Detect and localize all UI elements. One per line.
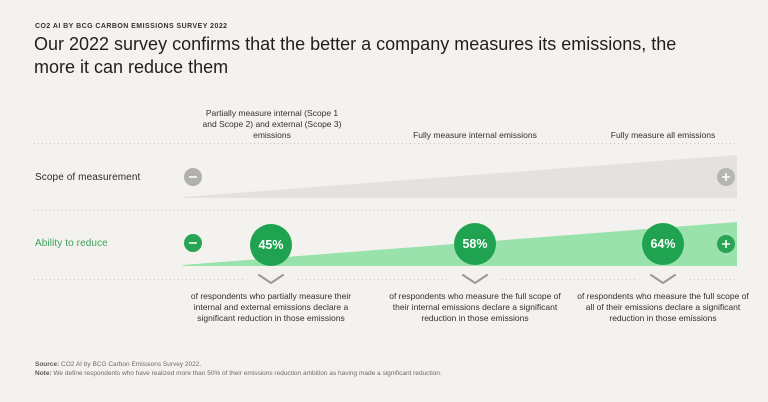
column-header-full-all: Fully measure all emissions <box>610 130 716 140</box>
column-header-full-internal: Fully measure internal emissions <box>413 130 537 140</box>
column-header-partial-measure: Partially measure internal (Scope 1 and … <box>202 108 342 140</box>
source-text: CO2 AI by BCG Carbon Emissions Survey 20… <box>59 361 202 368</box>
footer: Source: CO2 AI by BCG Carbon Emissions S… <box>35 360 442 378</box>
value-circle-58: 58% <box>454 223 496 265</box>
scope-row-label: Scope of measurement <box>35 172 141 183</box>
minus-icon <box>184 168 202 186</box>
ability-row-label: Ability to reduce <box>35 238 108 249</box>
plus-icon <box>717 168 735 186</box>
source-line: Source: CO2 AI by BCG Carbon Emissions S… <box>35 360 442 369</box>
source-label: Source: <box>35 361 60 368</box>
divider-middle <box>34 210 735 211</box>
note-line: Note: We define respondents who have rea… <box>35 369 442 378</box>
chevron-down-icon <box>638 271 688 288</box>
scope-wedge <box>183 155 737 198</box>
divider-top <box>34 143 735 144</box>
kicker: CO2 AI BY BCG CARBON EMISSIONS SURVEY 20… <box>35 23 228 30</box>
note-text: We define respondents who have realized … <box>51 370 442 377</box>
plus-icon <box>717 235 735 253</box>
page-title: Our 2022 survey confirms that the better… <box>34 34 677 77</box>
column-description-full-internal: of respondents who measure the full scop… <box>389 291 561 323</box>
divider-bottom <box>34 279 735 280</box>
chevron-down-icon <box>246 271 296 288</box>
column-description-partial-measure: of respondents who partially measure the… <box>190 291 352 323</box>
note-label: Note: <box>35 370 52 377</box>
value-circle-64: 64% <box>642 223 684 265</box>
column-description-full-all: of respondents who measure the full scop… <box>577 291 749 323</box>
minus-icon <box>184 234 202 252</box>
value-circle-45: 45% <box>250 224 292 266</box>
chevron-down-icon <box>450 271 500 288</box>
